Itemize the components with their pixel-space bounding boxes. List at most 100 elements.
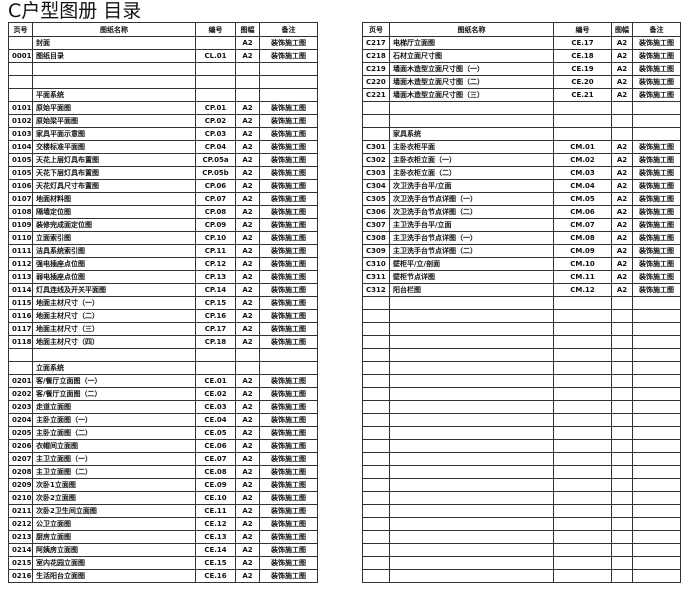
cell-code (553, 556, 612, 570)
cell-page-no: 0207 (8, 452, 33, 466)
cell-code: CP.12 (195, 257, 236, 271)
table-row: 0201 客/餐厅立面图（一） CE.01 A2 装饰施工图 (8, 374, 318, 388)
cell-remarks: 装饰施工图 (259, 283, 318, 297)
table-row: C302 主卧衣柜立面（一） CM.02 A2 装饰施工图 (362, 153, 681, 167)
cell-page-no: 0106 (8, 179, 33, 193)
cell-page-no: 0111 (8, 244, 33, 258)
cell-drawing-name: 墙面木造型立面尺寸图（一） (389, 62, 554, 76)
cell-code: CE.19 (553, 62, 612, 76)
cell-size: A2 (235, 270, 260, 284)
cell-code (553, 348, 612, 362)
cell-code (553, 465, 612, 479)
cell-size: A2 (235, 439, 260, 453)
cell-code: CP.18 (195, 335, 236, 349)
cell-size: A2 (235, 257, 260, 271)
table-row: C217 电梯厅立面图 CE.17 A2 装饰施工图 (362, 36, 681, 50)
cell-drawing-name: 立面索引图 (32, 231, 196, 245)
cell-remarks (632, 296, 681, 310)
cell-remarks (632, 426, 681, 440)
cell-code (553, 517, 612, 531)
cell-size: A2 (235, 413, 260, 427)
cell-size: A2 (235, 556, 260, 570)
cell-code (553, 335, 612, 349)
cell-remarks (632, 504, 681, 518)
cell-code: CM.07 (553, 218, 612, 232)
cell-page-no (8, 348, 33, 362)
cell-drawing-name: 次卧2立面图 (32, 491, 196, 505)
cell-page-no: 0204 (8, 413, 33, 427)
cell-remarks: 装饰施工图 (259, 114, 318, 128)
cell-page-no: C301 (362, 140, 390, 154)
cell-page-no (362, 296, 390, 310)
cell-page-no: 0201 (8, 374, 33, 388)
table-row: 0211 次卧2卫生间立面图 CE.11 A2 装饰施工图 (8, 504, 318, 518)
table-row (362, 465, 681, 479)
cell-page-no: C218 (362, 49, 390, 63)
cell-drawing-name: 装修完成面定位图 (32, 218, 196, 232)
cell-remarks: 装饰施工图 (259, 231, 318, 245)
table-row: 家具系统 (362, 127, 681, 141)
cell-size (611, 322, 633, 336)
cell-drawing-name: 主卫立面图（二） (32, 465, 196, 479)
cell-drawing-name: 次卧2卫生间立面图 (32, 504, 196, 518)
cell-code (553, 439, 612, 453)
cell-drawing-name: 地面主材尺寸（二） (32, 309, 196, 323)
cell-drawing-name (389, 530, 554, 544)
cell-size: A2 (611, 283, 633, 297)
table-row (362, 413, 681, 427)
cell-remarks: 装饰施工图 (632, 192, 681, 206)
cell-drawing-name: 墙面木造型立面尺寸图（三） (389, 88, 554, 102)
cell-remarks (632, 478, 681, 492)
cell-remarks: 装饰施工图 (632, 244, 681, 258)
cell-drawing-name: 地面主材尺寸（一） (32, 296, 196, 310)
cell-remarks: 装饰施工图 (259, 439, 318, 453)
cell-remarks: 装饰施工图 (259, 400, 318, 414)
cell-size: A2 (235, 140, 260, 154)
cell-page-no: C220 (362, 75, 390, 89)
cell-page-no (8, 361, 33, 375)
cell-drawing-name: 生活阳台立面图 (32, 569, 196, 583)
cell-size (611, 400, 633, 414)
cell-size: A2 (235, 309, 260, 323)
cell-drawing-name: 壁柜节点详图 (389, 270, 554, 284)
cell-code (553, 296, 612, 310)
cell-page-no: 0205 (8, 426, 33, 440)
cell-page-no (362, 478, 390, 492)
cell-code (553, 322, 612, 336)
table-row: 0109 装修完成面定位图 CP.09 A2 装饰施工图 (8, 218, 318, 232)
cell-size (611, 530, 633, 544)
cell-code (553, 504, 612, 518)
cell-code: CM.11 (553, 270, 612, 284)
cell-code (553, 400, 612, 414)
cell-remarks: 装饰施工图 (632, 179, 681, 193)
table-row (362, 504, 681, 518)
cell-size: A2 (235, 101, 260, 115)
cell-page-no: 0203 (8, 400, 33, 414)
cell-page-no: 0202 (8, 387, 33, 401)
cell-remarks: 装饰施工图 (259, 452, 318, 466)
cell-drawing-name (389, 361, 554, 375)
cell-page-no (362, 335, 390, 349)
cell-remarks: 装饰施工图 (259, 413, 318, 427)
cell-size (235, 88, 260, 102)
cell-size: A2 (235, 114, 260, 128)
cell-remarks: 装饰施工图 (259, 569, 318, 583)
cell-drawing-name: 阿姨房立面图 (32, 543, 196, 557)
cell-page-no (8, 88, 33, 102)
cell-drawing-name (389, 387, 554, 401)
table-row: 平面系统 (8, 88, 318, 102)
table-row: 0118 地面主材尺寸（四） CP.18 A2 装饰施工图 (8, 335, 318, 349)
cell-size: A2 (235, 335, 260, 349)
cell-drawing-name (389, 491, 554, 505)
cell-drawing-name (389, 400, 554, 414)
table-row (362, 296, 681, 310)
cell-code: CE.06 (195, 439, 236, 453)
cell-remarks: 装饰施工图 (632, 88, 681, 102)
header-remarks: 备注 (259, 22, 318, 37)
cell-code: CM.08 (553, 231, 612, 245)
cell-drawing-name: 公卫立面图 (32, 517, 196, 531)
cell-code (195, 62, 236, 76)
cell-code (553, 387, 612, 401)
table-row (362, 400, 681, 414)
